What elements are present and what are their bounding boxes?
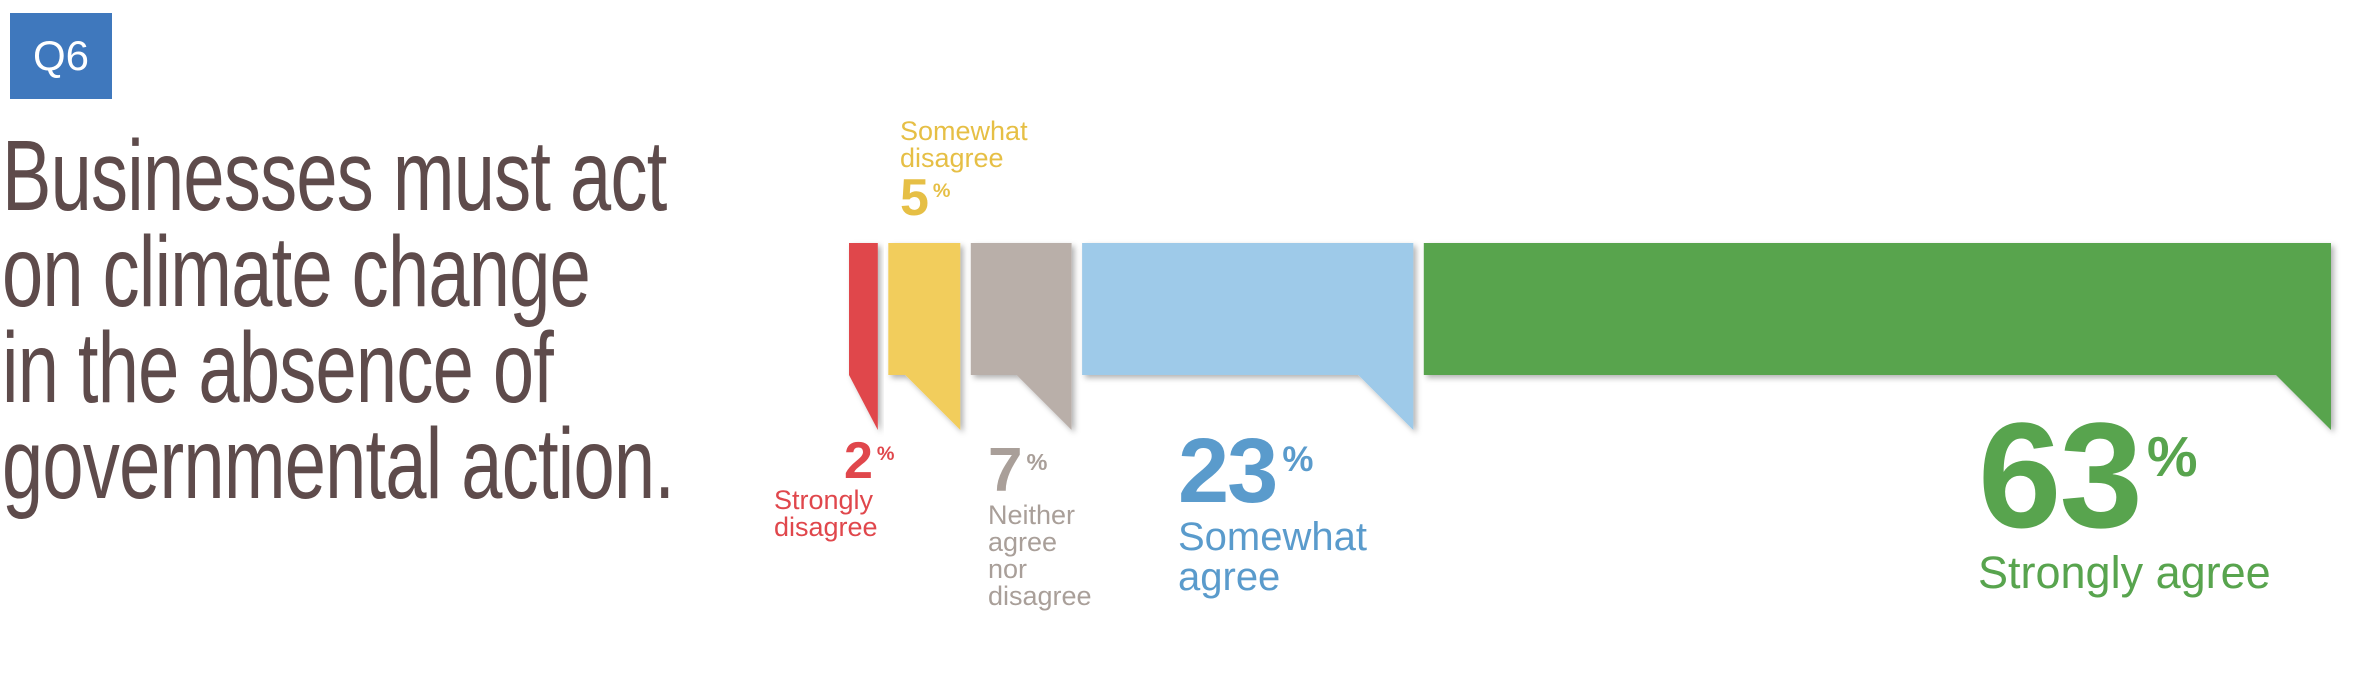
category-label: Somewhat agree — [1178, 515, 1367, 599]
value-unit: % — [2146, 424, 2198, 489]
question-badge: Q6 — [10, 13, 112, 99]
bar-label: Somewhat disagree 5% — [900, 116, 1060, 225]
bar-label: 7% Neither agree nor disagree — [988, 440, 1093, 610]
value-number: 7 — [988, 436, 1023, 505]
category-label: Strongly agree — [1978, 547, 2271, 598]
chart-title: Businesses must act on climate change in t… — [2, 120, 675, 520]
bar — [849, 243, 878, 430]
value-label: 5% — [900, 172, 1060, 224]
title-line: Businesses must act — [2, 120, 667, 232]
title-line: governmental action. — [2, 408, 675, 520]
value-number: 5 — [900, 169, 929, 227]
value-label: 63% — [1978, 400, 2354, 550]
value-label: 23% — [1178, 425, 1428, 517]
value-number: 2 — [844, 432, 873, 490]
title-line: on climate change — [2, 216, 591, 328]
value-unit: % — [876, 443, 895, 466]
value-label: 2% — [844, 435, 904, 487]
category-label: Strongly disagree — [774, 485, 878, 542]
value-number: 23 — [1178, 420, 1278, 522]
bar-label: 23% Somewhat agree — [1178, 425, 1428, 597]
bar-label: 2% Strongly disagree — [774, 435, 904, 541]
bar-label: 63% Strongly agree — [1978, 400, 2354, 595]
category-label: Somewhat disagree — [900, 116, 1028, 173]
bar — [888, 243, 961, 430]
bar — [1082, 243, 1414, 430]
value-unit: % — [1282, 439, 1314, 479]
value-number: 63 — [1978, 391, 2143, 559]
value-unit: % — [1026, 448, 1048, 475]
title-line: in the absence of — [2, 312, 554, 424]
category-label: Neither agree nor disagree — [988, 500, 1092, 611]
value-unit: % — [932, 180, 951, 203]
value-label: 7% — [988, 440, 1093, 502]
bar — [1423, 243, 2331, 430]
bar — [970, 243, 1072, 430]
